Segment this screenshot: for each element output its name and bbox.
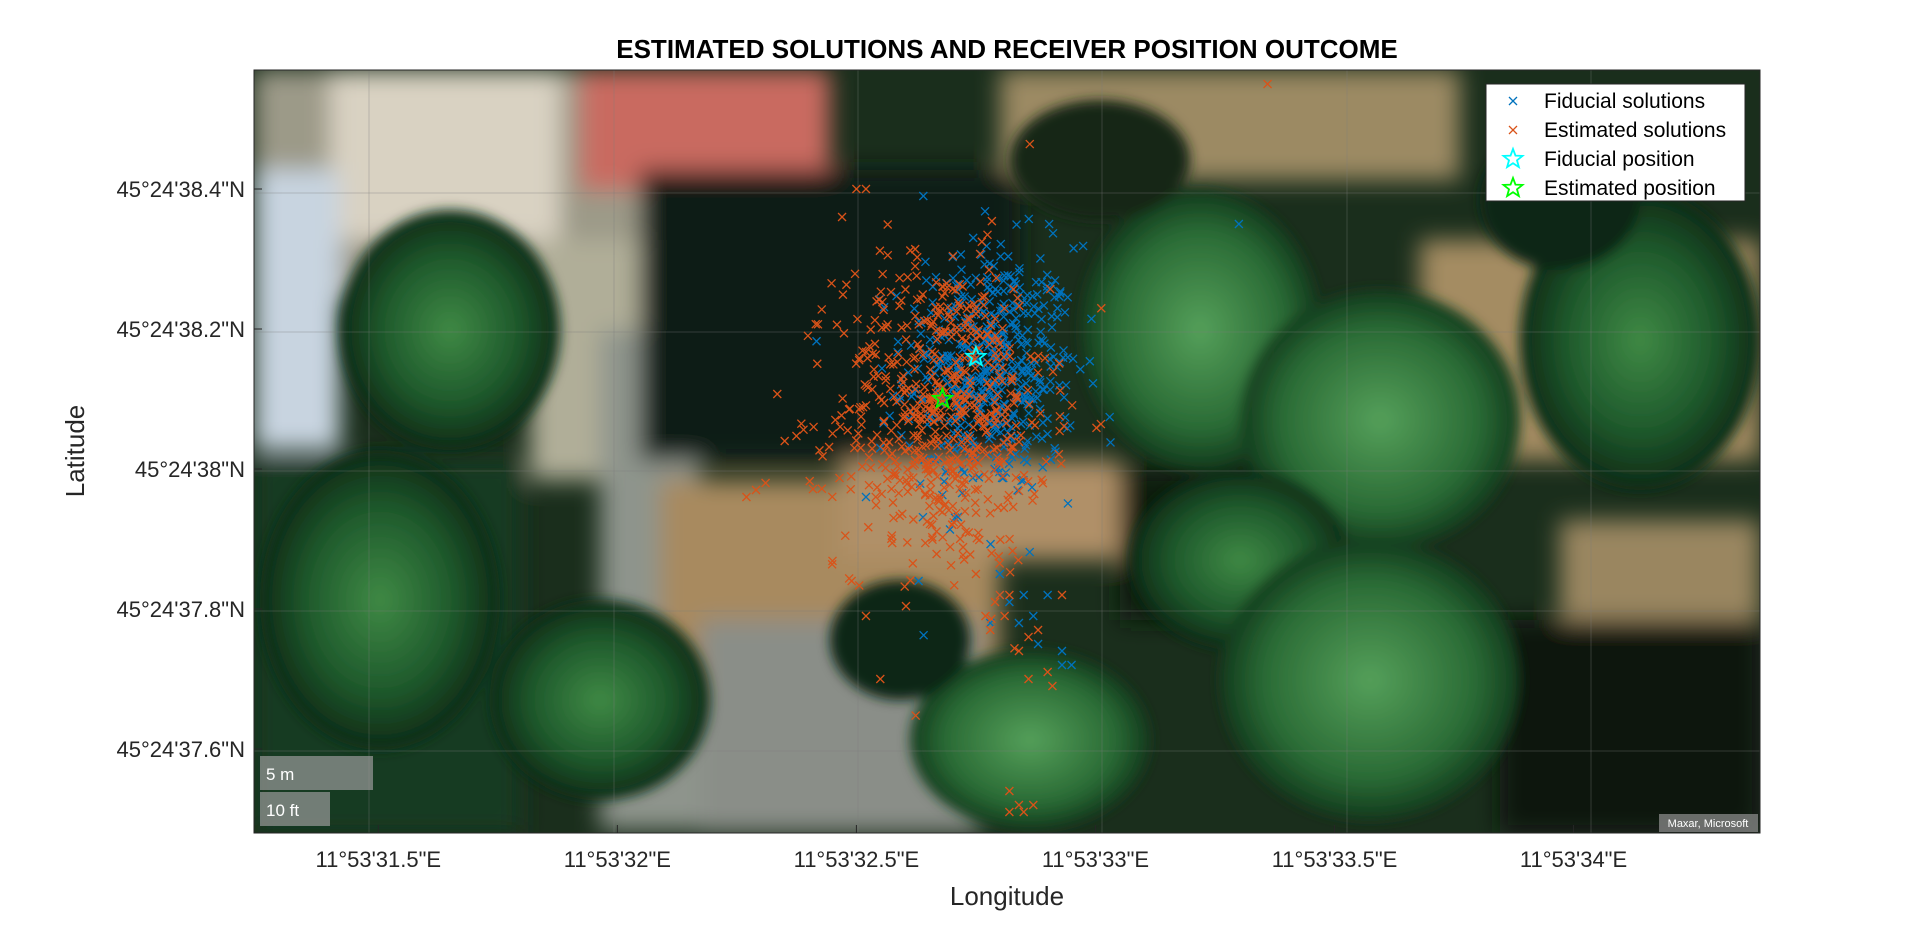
- x-tick-label: 11°53'33"E: [1042, 847, 1149, 872]
- scale-bar-imperial-label: 10 ft: [266, 801, 299, 820]
- legend: Fiducial solutions Estimated solutions Fid…: [1486, 84, 1745, 201]
- scale-bar-metric-label: 5 m: [266, 765, 294, 784]
- y-tick-label: 45°24'38"N: [135, 457, 245, 482]
- y-tick-label: 45°24'38.2"N: [117, 317, 245, 342]
- x-tick-label: 11°53'33.5"E: [1272, 847, 1398, 872]
- x-axis-label: Longitude: [950, 881, 1064, 911]
- x-tick-label: 11°53'32"E: [564, 847, 671, 872]
- y-tick-label: 45°24'37.8"N: [117, 597, 245, 622]
- x-tick-label: 11°53'31.5"E: [316, 847, 442, 872]
- map-attribution: Maxar, Microsoft: [1659, 814, 1758, 832]
- y-axis-label: Latitude: [60, 405, 90, 498]
- chart-title: ESTIMATED SOLUTIONS AND RECEIVER POSITIO…: [616, 34, 1398, 64]
- y-tick-label: 45°24'38.4"N: [117, 177, 245, 202]
- legend-entry-label: Estimated position: [1544, 177, 1716, 200]
- legend-entry-label: Estimated solutions: [1544, 119, 1726, 142]
- x-tick-label: 11°53'34"E: [1520, 847, 1627, 872]
- legend-entry-label: Fiducial solutions: [1544, 90, 1705, 113]
- legend-entry-label: Fiducial position: [1544, 148, 1695, 171]
- x-tick-label: 11°53'32.5"E: [794, 847, 920, 872]
- y-tick-label: 45°24'37.6"N: [117, 737, 245, 762]
- attribution-text: Maxar, Microsoft: [1668, 818, 1749, 830]
- y-axis-ticks: 45°24'38.4"N 45°24'38.2"N 45°24'38"N 45°24'…: [117, 177, 262, 762]
